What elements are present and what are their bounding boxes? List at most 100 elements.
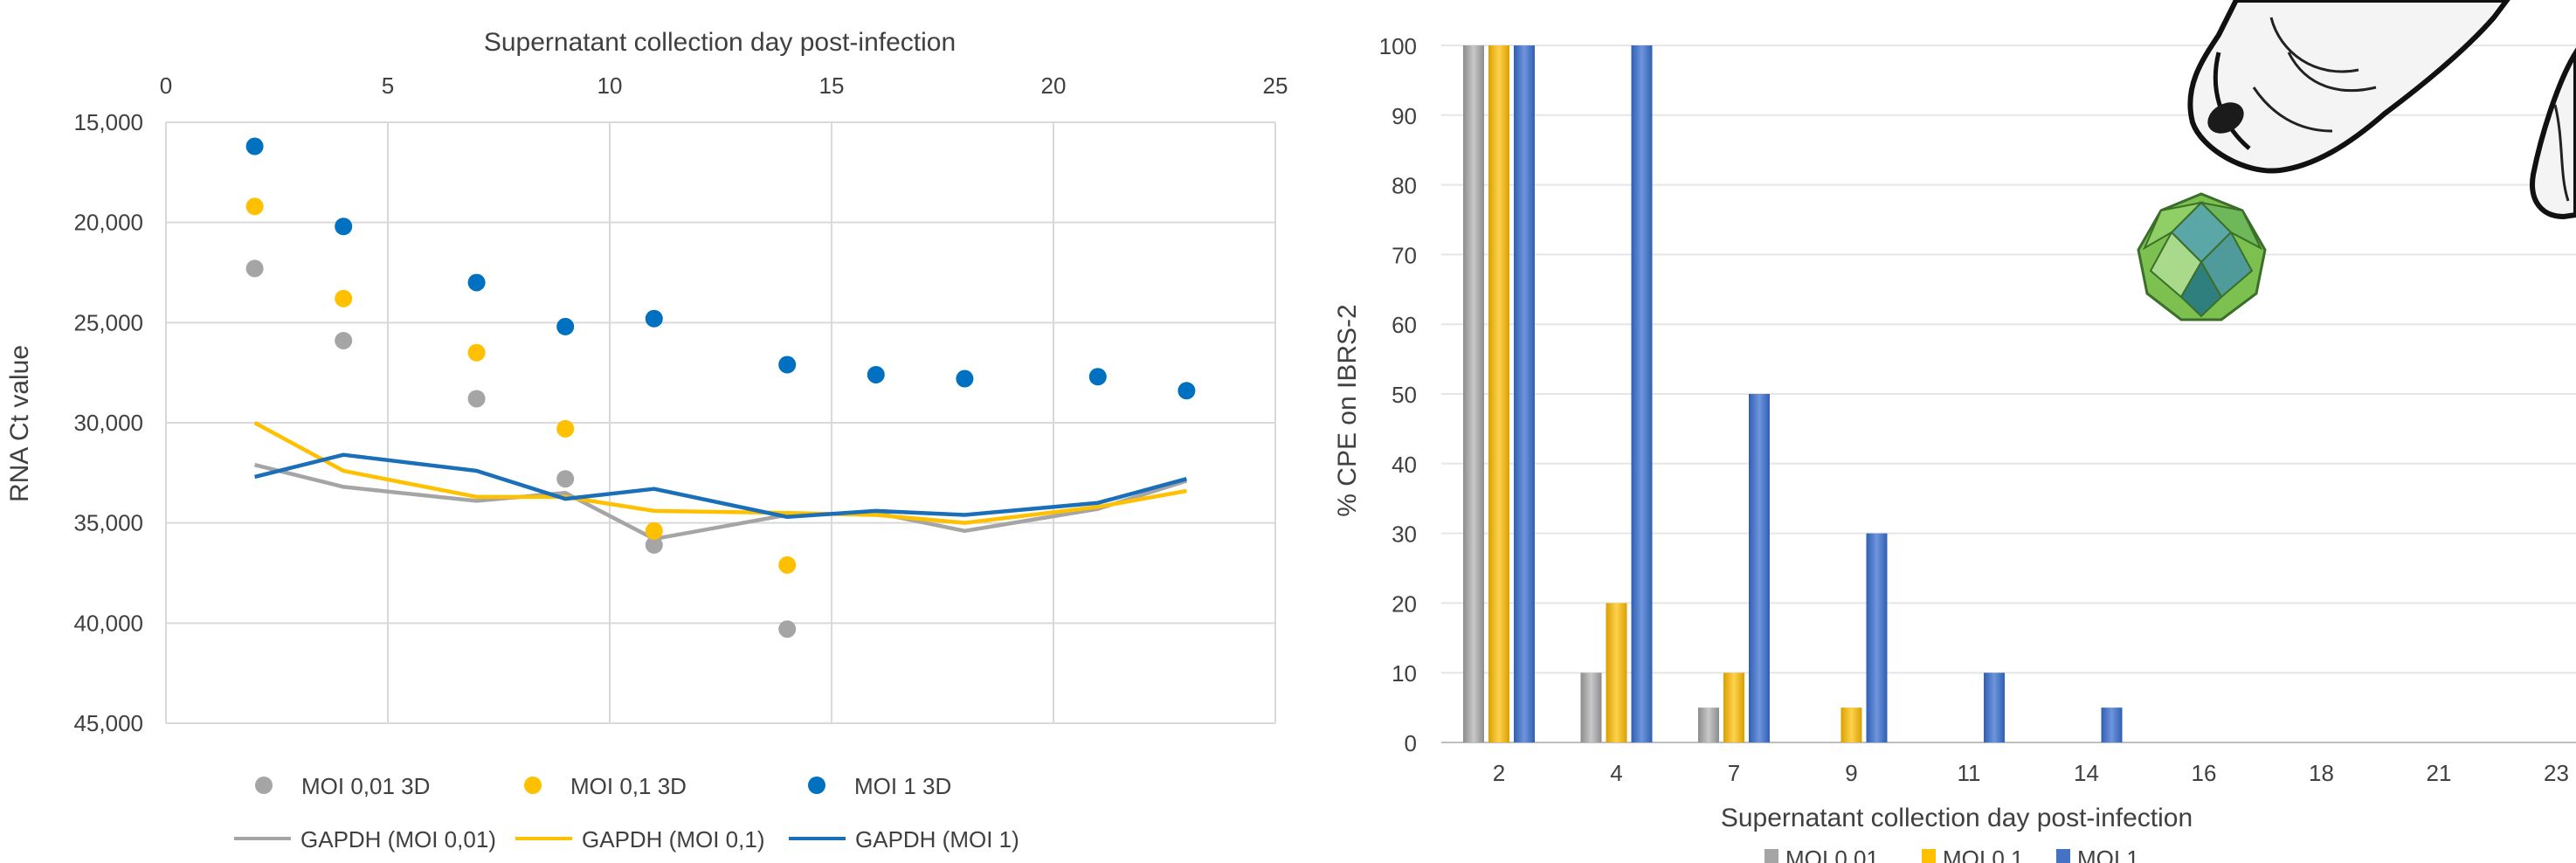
legend-label-moi-0-01: MOI 0,01	[1785, 846, 1879, 863]
bar-moi-1-day-4	[1631, 45, 1653, 742]
cpe-x-tick-label: 21	[2427, 760, 2452, 786]
ct-y-tick-label: 35,000	[73, 510, 143, 536]
ct-chart-points	[245, 137, 1196, 639]
ct-x-tick-label: 5	[382, 72, 394, 99]
data-point-moi-1-3d	[867, 365, 885, 383]
bar-moi-0-01-day-4	[1580, 673, 1602, 742]
bar-moi-0-01-day-7	[1698, 708, 1719, 742]
cpe-x-tick-label: 4	[1610, 760, 1622, 786]
cpe-x-tick-label: 11	[1958, 760, 1981, 786]
data-point-moi-0-01-3d	[778, 620, 797, 639]
legend-label-gapdh-moi-1: GAPDH (MOI 1)	[855, 826, 1019, 853]
data-point-moi-0-1-3d	[645, 521, 663, 540]
data-point-moi-0-01-3d	[556, 470, 575, 488]
data-point-moi-1-3d	[1088, 368, 1107, 386]
cpe-y-tick-label: 10	[1392, 660, 1417, 687]
ct-y-tick-label: 25,000	[73, 309, 143, 335]
cpe-chart-x-ticks: 2 4 7 9 11 14 16 18 21 23	[1493, 760, 2569, 786]
ct-x-tick-label: 0	[160, 72, 172, 99]
cpe-bar-chart: 2 4 7 9 11 14 16 18 21 23 0102030405060708090100 …	[1333, 33, 2576, 863]
legend-swatch-moi-0-1	[1922, 849, 1936, 863]
data-point-moi-1-3d	[335, 217, 353, 236]
ct-chart-legend: MOI 0,01 3D MOI 0,1 3D MOI 1 3D GAPDH (M…	[234, 773, 1019, 853]
series-line-gapdh-moi-0-1	[253, 421, 1187, 525]
data-point-moi-1-3d	[245, 137, 264, 155]
data-point-moi-1-3d	[778, 356, 797, 374]
bar-moi-1-day-7	[1749, 394, 1770, 742]
legend-label-moi-0-1-3d: MOI 0,1 3D	[570, 773, 687, 799]
bar-moi-0-1-day-9	[1840, 708, 1862, 742]
ct-value-chart: 0 5 10 15 20 25 15,000 20,000 25,000 30,000 35,00…	[5, 28, 1288, 853]
bar-moi-0-1-day-7	[1723, 673, 1744, 742]
ct-x-tick-label: 10	[597, 72, 623, 99]
cpe-x-tick-label: 23	[2544, 760, 2569, 786]
series-line-gapdh-moi-0-01	[254, 462, 1188, 542]
data-point-moi-0-1-3d	[778, 556, 797, 574]
legend-swatch-moi-0-01	[1765, 849, 1778, 863]
cpe-chart-bars	[1463, 45, 2123, 742]
cpe-y-tick-label: 80	[1392, 173, 1417, 199]
bar-moi-1-day-11	[1984, 673, 2005, 742]
ct-x-tick-label: 20	[1041, 72, 1067, 99]
bar-moi-1-day-9	[1866, 533, 1888, 742]
cpe-x-tick-label: 7	[1728, 760, 1740, 786]
bar-moi-0-1-day-2	[1488, 45, 1509, 742]
data-point-moi-0-1-3d	[335, 289, 353, 307]
animal-snout-illustration	[2187, 0, 2576, 220]
cpe-chart-x-axis-title: Supernatant collection day post-infectio…	[1721, 804, 2193, 832]
virus-particle-illustration	[2137, 192, 2267, 321]
legend-marker-moi-0-01-3d	[255, 777, 273, 794]
ct-chart-lines	[253, 421, 1188, 542]
cpe-chart-y-axis-title: % CPE on IBRS-2	[1333, 304, 1362, 516]
cpe-y-tick-label: 20	[1392, 590, 1417, 617]
legend-swatch-moi-1	[2056, 849, 2070, 863]
cpe-chart-y-ticks: 0 10 20 30 40 50 60 70 80 90 100	[1379, 33, 1417, 756]
ct-chart-y-axis-title: RNA Ct value	[5, 345, 34, 502]
cpe-x-tick-label: 16	[2192, 760, 2217, 786]
cpe-y-tick-label: 100	[1379, 33, 1417, 59]
legend-label-gapdh-moi-0-1: GAPDH (MOI 0,1)	[582, 826, 764, 853]
legend-label-moi-1: MOI 1	[2077, 846, 2139, 863]
data-point-moi-1-3d	[556, 317, 575, 335]
ct-y-tick-label: 30,000	[73, 410, 143, 436]
bar-moi-0-01-day-2	[1463, 45, 1484, 742]
series-line-gapdh-moi-1	[254, 452, 1187, 520]
ct-x-tick-label: 25	[1263, 72, 1288, 99]
data-point-moi-1-3d	[645, 309, 663, 328]
legend-label-moi-0-1: MOI 0,1	[1943, 846, 2023, 863]
cpe-y-tick-label: 60	[1392, 312, 1417, 338]
bar-moi-0-1-day-4	[1606, 603, 1627, 742]
data-point-moi-0-1-3d	[245, 197, 264, 216]
data-point-moi-0-01-3d	[335, 331, 353, 349]
legend-label-moi-0-01-3d: MOI 0,01 3D	[301, 773, 430, 799]
cpe-x-tick-label: 2	[1493, 760, 1505, 786]
cpe-y-tick-label: 30	[1392, 521, 1417, 548]
cpe-y-tick-label: 0	[1405, 730, 1417, 756]
data-point-moi-0-01-3d	[467, 390, 486, 408]
ct-y-tick-label: 45,000	[73, 710, 143, 736]
legend-marker-moi-0-1-3d	[524, 777, 542, 794]
ct-y-tick-label: 40,000	[73, 610, 143, 636]
cpe-chart-grid	[1441, 45, 2576, 743]
ct-x-tick-label: 15	[819, 72, 845, 99]
data-point-moi-0-01-3d	[645, 535, 663, 554]
legend-label-gapdh-moi-0-01: GAPDH (MOI 0,01)	[300, 826, 496, 853]
data-point-moi-1-3d	[467, 273, 486, 292]
ct-y-tick-label: 20,000	[73, 210, 143, 236]
data-point-moi-0-01-3d	[245, 259, 264, 278]
data-point-moi-0-1-3d	[556, 419, 575, 438]
cpe-x-tick-label: 18	[2309, 760, 2334, 786]
cpe-y-tick-label: 50	[1392, 382, 1417, 408]
data-point-moi-1-3d	[956, 369, 974, 388]
legend-label-moi-1-3d: MOI 1 3D	[854, 773, 951, 799]
cpe-chart-legend: MOI 0,01 MOI 0,1 MOI 1	[1765, 846, 2139, 863]
ct-chart-y-ticks: 15,000 20,000 25,000 30,000 35,000 40,000 45,0…	[73, 109, 143, 736]
ct-chart-x-ticks: 0 5 10 15 20 25	[160, 72, 1288, 99]
legend-marker-moi-1-3d	[808, 777, 825, 794]
cpe-y-tick-label: 40	[1392, 452, 1417, 478]
bar-moi-1-day-14	[2101, 708, 2123, 742]
cpe-x-tick-label: 9	[1845, 760, 1857, 786]
data-point-moi-1-3d	[1178, 382, 1196, 400]
cpe-y-tick-label: 70	[1392, 242, 1417, 268]
